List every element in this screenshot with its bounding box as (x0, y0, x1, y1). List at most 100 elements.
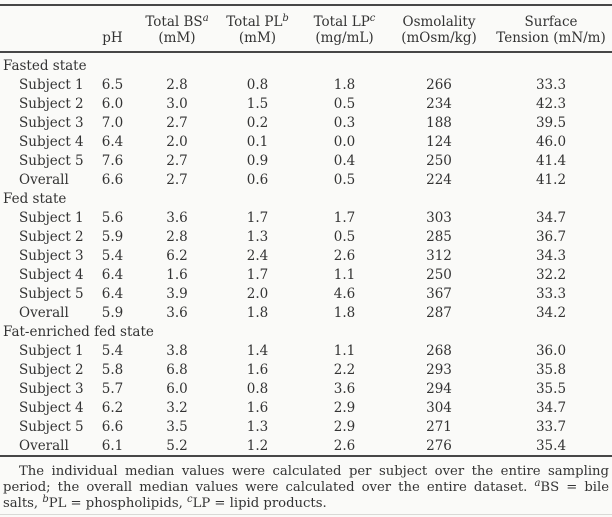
cell-value: 0.8 (246, 76, 269, 93)
row-label: Overall (19, 171, 69, 188)
cell-value: 2.6 (333, 247, 356, 264)
cell-value: 2.8 (166, 76, 188, 93)
row-label: Subject 4 (19, 399, 84, 416)
cell-value: 46.0 (535, 133, 567, 150)
cell-value: 0.8 (246, 380, 269, 397)
column-header-unit: Tension (mN/m) (496, 30, 606, 46)
table-header: pH Total BSa (mM) Total PLb (mM) Total L… (0, 5, 612, 53)
row-label: Subject 1 (19, 76, 84, 93)
cell-value: 4.6 (333, 285, 356, 302)
group-label: Fat-enriched fed state (3, 323, 154, 340)
cell-value: 124 (426, 133, 452, 150)
table-row: Subject 3 7.0 2.7 0.2 0.3 188 39.5 (0, 113, 612, 132)
cell-value: 6.4 (101, 266, 124, 283)
cell-value: 1.7 (246, 209, 269, 226)
cell-value: 1.8 (333, 76, 356, 93)
column-header-total-lp: Total LPc (mg/mL) (301, 5, 388, 53)
table-row: Subject 2 5.8 6.8 1.6 2.2 293 35.8 (0, 360, 612, 379)
table-row: Subject 1 5.6 3.6 1.7 1.7 303 34.7 (0, 208, 612, 227)
cell-value: 1.5 (246, 95, 269, 112)
group-header-row: Fed state (0, 189, 612, 208)
table-footnote: The individual median values were calcul… (3, 464, 609, 512)
cell-value: 3.6 (166, 209, 188, 226)
footnote-abbrev-pl: PL = phospholipids, (48, 495, 187, 511)
cell-value: 0.1 (246, 133, 269, 150)
row-label: Subject 2 (19, 228, 84, 245)
cell-value: 3.6 (166, 304, 188, 321)
cell-value: 34.3 (535, 247, 567, 264)
row-label: Overall (19, 437, 69, 454)
table-row: Overall 6.1 5.2 1.2 2.6 276 35.4 (0, 436, 612, 456)
bottom-hairline-divider (0, 514, 612, 515)
row-label: Subject 4 (19, 266, 84, 283)
cell-value: 271 (426, 418, 452, 435)
cell-value: 5.9 (101, 304, 124, 321)
cell-value: 42.3 (535, 95, 567, 112)
cell-value: 35.8 (535, 361, 567, 378)
row-label: Subject 2 (19, 361, 84, 378)
footnote-abbrev-lp: LP = lipid products. (192, 495, 327, 511)
cell-value: 1.4 (246, 342, 269, 359)
cell-value: 312 (426, 247, 452, 264)
cell-value: 304 (426, 399, 452, 416)
group-label: Fed state (3, 190, 67, 207)
cell-value: 0.3 (333, 114, 356, 131)
cell-value: 5.2 (166, 437, 188, 454)
column-header-unit: (mM) (238, 30, 277, 46)
cell-value: 6.1 (101, 437, 124, 454)
cell-value: 3.9 (166, 285, 188, 302)
cell-value: 41.4 (535, 152, 567, 169)
cell-value: 224 (426, 171, 452, 188)
cell-value: 36.7 (535, 228, 567, 245)
cell-value: 1.2 (246, 437, 269, 454)
cell-value: 1.6 (246, 361, 269, 378)
cell-value: 34.7 (535, 399, 567, 416)
table-row: Subject 5 7.6 2.7 0.9 0.4 250 41.4 (0, 151, 612, 170)
cell-value: 6.2 (101, 399, 124, 416)
cell-value: 6.0 (101, 95, 124, 112)
row-label: Subject 4 (19, 133, 84, 150)
cell-value: 6.0 (166, 380, 188, 397)
cell-value: 2.8 (166, 228, 188, 245)
cell-value: 34.2 (535, 304, 567, 321)
cell-value: 35.4 (535, 437, 567, 454)
column-header-total-bs: Total BSa (mM) (140, 5, 214, 53)
table-row: Subject 2 6.0 3.0 1.5 0.5 234 42.3 (0, 94, 612, 113)
column-header-unit: (mM) (158, 30, 196, 46)
cell-value: 234 (426, 95, 452, 112)
cell-value: 1.7 (333, 209, 356, 226)
cell-value: 3.0 (166, 95, 188, 112)
cell-value: 2.9 (333, 399, 356, 416)
table-row: Subject 3 5.4 6.2 2.4 2.6 312 34.3 (0, 246, 612, 265)
column-header-unit: (mg/mL) (315, 30, 374, 46)
cell-value: 2.2 (333, 361, 356, 378)
row-label: Subject 5 (19, 285, 84, 302)
table-row: Subject 1 5.4 3.8 1.4 1.1 268 36.0 (0, 341, 612, 360)
cell-value: 276 (426, 437, 452, 454)
superscript-b: b (282, 13, 289, 24)
table-row: Overall 5.9 3.6 1.8 1.8 287 34.2 (0, 303, 612, 322)
column-header-unit: (mOsm/kg) (401, 30, 477, 46)
cell-value: 41.2 (535, 171, 567, 188)
cell-value: 3.2 (166, 399, 188, 416)
cell-value: 2.9 (333, 418, 356, 435)
cell-value: 1.7 (246, 266, 269, 283)
cell-value: 5.7 (101, 380, 124, 397)
cell-value: 5.4 (101, 342, 124, 359)
table-row: Subject 1 6.5 2.8 0.8 1.8 266 33.3 (0, 75, 612, 94)
cell-value: 5.9 (101, 228, 124, 245)
cell-value: 5.8 (101, 361, 124, 378)
row-label: Subject 3 (19, 247, 84, 264)
cell-value: 1.3 (246, 228, 269, 245)
cell-value: 32.2 (535, 266, 567, 283)
column-header-surface-tension: Surface Tension (mN/m) (490, 5, 612, 53)
table-row: Subject 3 5.7 6.0 0.8 3.6 294 35.5 (0, 379, 612, 398)
table-row: Subject 2 5.9 2.8 1.3 0.5 285 36.7 (0, 227, 612, 246)
row-label: Subject 2 (19, 95, 84, 112)
cell-value: 33.3 (535, 285, 567, 302)
cell-value: 294 (426, 380, 452, 397)
cell-value: 266 (426, 76, 452, 93)
column-header-label: Total LPc (313, 13, 376, 31)
column-header-label: pH (102, 30, 123, 46)
